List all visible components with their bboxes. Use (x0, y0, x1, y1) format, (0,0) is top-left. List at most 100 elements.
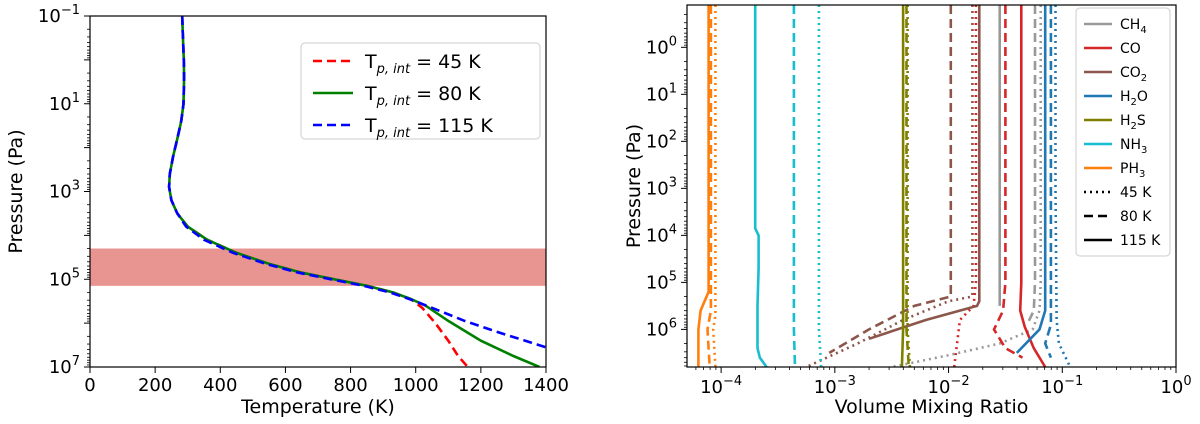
x-tick-label: 200 (138, 375, 172, 396)
x-tick-label-base: 10 (814, 377, 837, 398)
series-line-PH3-45K (711, 5, 717, 367)
legend-label-sub: 4 (1140, 25, 1146, 36)
x-tick-label: 10−3 (814, 374, 856, 398)
legend-style-label: 115 K (1120, 233, 1161, 249)
legend-label-sub: 3 (1139, 169, 1145, 180)
y-tick-label-exp: 0 (669, 34, 677, 49)
y-tick-label-base: 10 (646, 272, 669, 293)
y-tick-label-base: 10 (49, 182, 72, 203)
legend-label-sub: 2 (1141, 73, 1147, 84)
x-tick-label-base: 10 (1041, 377, 1064, 398)
legend-label-base: CH (1120, 17, 1140, 33)
series-line-NH3-80K (792, 5, 797, 367)
x-tick-label-exp: −3 (837, 374, 856, 389)
legend-label-base: PH (1120, 161, 1139, 177)
series-line-PH3-115K (697, 5, 710, 367)
y-tick-label-exp: 7 (72, 354, 80, 369)
x-tick-label: 10−2 (928, 374, 970, 398)
y-tick-label-exp: 4 (669, 222, 677, 237)
x-axis-label: Volume Mixing Ratio (835, 396, 1029, 418)
y-tick-label-exp: 5 (669, 269, 677, 284)
x-axis-label: Temperature (K) (240, 396, 395, 418)
y-tick-label: 105 (49, 266, 80, 290)
legend-label-base: CO (1120, 65, 1141, 81)
legend-label: H2S (1120, 113, 1146, 132)
mixing-ratio-chart: 10−4 10−3 10−2 10−1 100100101102103104105106… (623, 4, 1192, 418)
y-tick-label-base: 10 (646, 131, 669, 152)
x-tick-label-exp: 0 (1183, 374, 1191, 389)
x-tick-label: 0 (84, 375, 95, 396)
series-line-H2O-45K (1054, 5, 1072, 367)
legend-label: NH3 (1120, 137, 1147, 156)
legend-style-label: 45 K (1120, 185, 1152, 201)
series-group (697, 5, 1072, 367)
series-line-H2O-80K (1043, 5, 1053, 359)
legend-label-base: H (1120, 113, 1131, 129)
legend-label-sub: p, int (376, 62, 411, 77)
y-tick-label: 100 (646, 34, 677, 58)
y-tick-label-base: 10 (646, 319, 669, 340)
legend-label-base: NH (1120, 137, 1141, 153)
y-tick-label-base: 10 (49, 357, 72, 378)
y-tick-label-base: 10 (646, 178, 669, 199)
series-line-CH4-80K (1027, 5, 1037, 323)
legend-label-tail: S (1137, 113, 1146, 129)
series-line-H2S-45K (906, 5, 912, 367)
y-tick-label-exp: 1 (669, 81, 677, 96)
series-group (167, 16, 546, 367)
legend-label: CO2 (1120, 65, 1147, 84)
y-tick-label: 105 (646, 269, 677, 293)
y-tick-label: 101 (49, 91, 80, 115)
y-tick-label: 107 (49, 354, 80, 378)
x-tick-label: 600 (268, 375, 302, 396)
y-tick-label-base: 10 (38, 6, 61, 27)
series-line-PH3-80K (706, 5, 713, 367)
y-tick-label-base: 10 (49, 94, 72, 115)
series-line-CO2-115K (868, 5, 981, 341)
legend-label: PH3 (1120, 161, 1145, 180)
y-tick-label-exp: 1 (72, 91, 80, 106)
y-tick-label: 103 (646, 175, 677, 199)
y-tick-label-base: 10 (49, 269, 72, 290)
y-tick-label-exp: 2 (669, 128, 677, 143)
y-tick-label-base: 10 (646, 37, 669, 58)
y-tick-label-base: 10 (646, 225, 669, 246)
y-tick-label: 102 (646, 128, 677, 152)
x-tick-label: 10−1 (1041, 374, 1083, 398)
y-tick-label-exp: −1 (61, 3, 80, 18)
y-tick-label: 101 (646, 81, 677, 105)
x-tick-label: 100 (1160, 374, 1191, 398)
series-line-NH3-45K (817, 5, 823, 367)
series-line-CO-45K (952, 5, 978, 367)
legend-box (1075, 7, 1171, 257)
legend-label-tail: O (1137, 89, 1148, 105)
legend-label-base: H (1120, 89, 1131, 105)
y-axis-label: Pressure (Pa) (623, 124, 645, 248)
x-tick-label-base: 10 (928, 377, 951, 398)
legend-style-label: 80 K (1120, 209, 1152, 225)
legend-label-prefix: T (364, 83, 377, 105)
x-tick-label-exp: −4 (723, 374, 742, 389)
legend-label-prefix: T (364, 51, 377, 73)
legend-label: Tp, int = 45 K (364, 51, 481, 77)
x-tick-label-base: 10 (700, 377, 723, 398)
y-tick-label: 103 (49, 179, 80, 203)
y-tick-label-exp: 3 (669, 175, 677, 190)
legend-label: Tp, int = 80 K (364, 83, 481, 109)
legend-label-sub: 2 (1131, 121, 1137, 132)
legend-box (300, 42, 541, 140)
series-line-CH4-45K (891, 5, 1042, 367)
x-tick-label-exp: −2 (950, 374, 969, 389)
y-tick-label: 10−1 (38, 3, 80, 27)
y-tick-label-exp: 5 (72, 266, 80, 281)
series-line-H2S-80K (905, 5, 911, 367)
series-line-H2O-115K (1015, 5, 1047, 354)
x-tick-label: 1200 (458, 375, 504, 396)
series-line-CO2-80K (828, 5, 953, 355)
x-tick-label: 1400 (523, 375, 569, 396)
y-tick-label-base: 10 (646, 84, 669, 105)
legend-label: Tp, int = 115 K (364, 115, 493, 141)
x-tick-label: 10−4 (700, 374, 742, 398)
